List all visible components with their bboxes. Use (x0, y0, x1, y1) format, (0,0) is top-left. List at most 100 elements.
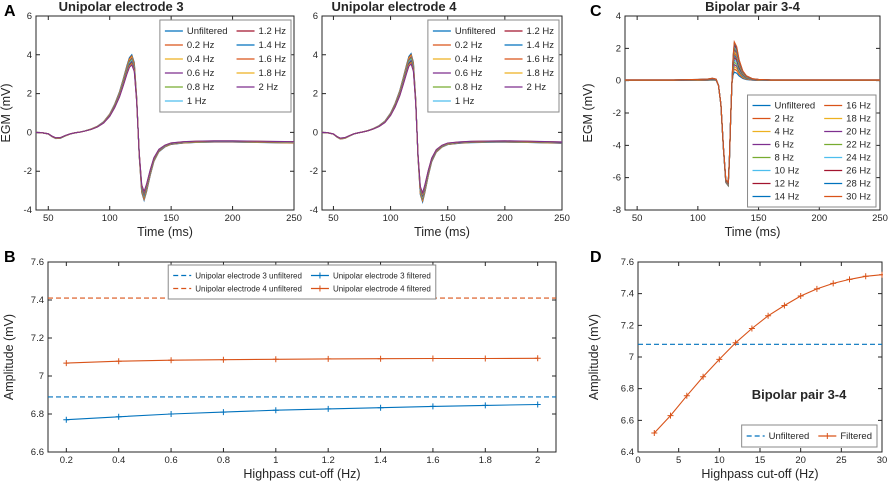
marker-plus-icon (429, 403, 436, 410)
marker-plus-icon (781, 302, 788, 309)
svg-text:6.6: 6.6 (31, 447, 44, 458)
legend-label: 14 Hz (775, 192, 800, 203)
chart-bipolar-3-4-egm: 50 100 150 200 250 -8 -6 -4 -2 0 2 4 Time (ms) EGM (m… (580, 0, 892, 248)
panel-label-b: B (4, 249, 16, 266)
legend-label: 1 Hz (187, 96, 207, 107)
legend-label: 0.4 Hz (455, 54, 483, 65)
legend-label: 1 Hz (455, 96, 475, 107)
legend-label: 2 Hz (259, 82, 279, 93)
marker-plus-icon (325, 355, 332, 362)
unipolar-4-egm-svg: 50 100 150 200 250 -4 -2 0 2 4 6 Time (ms) Unipolar … (310, 0, 570, 239)
series-unipolar-electrode-3-filtered (66, 403, 538, 421)
series-2-hz (35, 63, 295, 194)
svg-text:30: 30 (877, 455, 888, 466)
legend-label: 1.8 Hz (527, 68, 555, 79)
marker-plus-icon (862, 273, 869, 280)
tick-labels: 50 100 150 200 250 -8 -6 -4 -2 0 2 4 (613, 11, 888, 224)
chart-bipolar-amplitude: 0 5 10 15 20 25 30 6.4 6.6 6.8 7 7.2 7.4 7.6 Highpass … (580, 248, 892, 494)
marker-plus-icon (168, 357, 175, 364)
unipolar-3-egm-svg: 50 100 150 200 250 -4 -2 0 2 4 6 Time (ms) EGM (mV) U… (0, 0, 302, 239)
legend-label: Unfiltered (775, 101, 816, 112)
legend-label: 28 Hz (846, 179, 871, 190)
marker-plus-icon (482, 402, 489, 409)
legend-marker-plus-icon (316, 272, 323, 279)
svg-text:7.4: 7.4 (621, 289, 634, 300)
marker-plus-icon (534, 401, 541, 408)
legend-box (159, 19, 292, 113)
svg-text:1.6: 1.6 (426, 455, 439, 466)
svg-text:1.8: 1.8 (479, 455, 492, 466)
series-group (48, 297, 556, 423)
svg-text:0: 0 (313, 127, 318, 138)
marker-plus-icon (325, 405, 332, 412)
svg-text:7: 7 (39, 371, 44, 382)
legend-box (427, 19, 560, 113)
marker-plus-icon (732, 339, 739, 346)
svg-text:0.8: 0.8 (217, 455, 230, 466)
svg-text:200: 200 (225, 213, 241, 224)
series-group (625, 39, 880, 188)
legend-box (741, 424, 878, 448)
tick-labels: 0.2 0.4 0.6 0.8 1 1.2 1.4 1.6 1.8 2 6.6 6.8 7 7.2 7.4 7… (31, 257, 541, 466)
legend-label: 24 Hz (846, 153, 871, 164)
legend-label: Filtered (840, 431, 872, 442)
marker-plus-icon (220, 356, 227, 363)
svg-text:1.4: 1.4 (374, 455, 387, 466)
marker-plus-icon (429, 355, 436, 362)
axis-ticks (637, 261, 883, 453)
marker-plus-icon (830, 280, 837, 287)
legend-label: 18 Hz (846, 114, 871, 125)
legend: Unfiltered Filtered (741, 424, 878, 448)
legend-label: 2 Hz (775, 114, 795, 125)
legend-label: 1.4 Hz (527, 40, 555, 51)
legend-label: Unipolar electrode 3 unfiltered (195, 272, 302, 281)
legend-label: Unipolar electrode 3 filtered (333, 272, 431, 281)
svg-text:7.2: 7.2 (31, 333, 44, 344)
legend-marker-plus-icon (316, 285, 323, 292)
y-axis-label: Amplitude (mV) (2, 314, 16, 400)
legend-label: 6 Hz (775, 140, 795, 151)
legend-label: 0.2 Hz (187, 40, 215, 51)
marker-plus-icon (748, 325, 755, 332)
svg-text:200: 200 (497, 213, 513, 224)
svg-text:7: 7 (629, 352, 634, 363)
svg-text:-8: -8 (613, 205, 621, 216)
svg-text:4: 4 (313, 50, 318, 61)
marker-plus-icon (879, 271, 883, 278)
legend-label: 0.8 Hz (455, 82, 483, 93)
svg-text:20: 20 (795, 455, 806, 466)
legend-label: Unipolar electrode 4 unfiltered (195, 285, 302, 294)
marker-plus-icon (651, 430, 658, 436)
marker-plus-icon (813, 285, 820, 292)
marker-plus-icon (700, 373, 707, 380)
svg-text:50: 50 (43, 213, 54, 224)
panel-label-a: A (4, 3, 16, 20)
legend-label: 12 Hz (775, 179, 800, 190)
marker-plus-icon (377, 355, 384, 362)
legend-label: 2 Hz (527, 82, 547, 93)
y-axis-label: EGM (mV) (581, 83, 595, 142)
legend: Unfiltered 0.2 Hz 0.4 Hz 0.6 Hz 0.8 Hz 1 Hz 1.… (427, 19, 560, 113)
marker-plus-icon (667, 412, 674, 419)
series-group (321, 52, 563, 204)
svg-text:2: 2 (616, 43, 621, 54)
marker-plus-icon (168, 411, 175, 417)
legend-label: 20 Hz (846, 127, 871, 138)
tick-labels: 50 100 150 200 250 -4 -2 0 2 4 6 (24, 11, 302, 224)
chart-title: Unipolar electrode 3 (59, 0, 184, 14)
series-2-hz (321, 62, 563, 195)
legend-label: 16 Hz (846, 101, 871, 112)
chart-title: Unipolar electrode 4 (332, 0, 458, 14)
legend-label: Unipolar electrode 4 filtered (333, 285, 431, 294)
marker-plus-icon (63, 416, 70, 423)
y-axis-label: EGM (mV) (0, 83, 13, 142)
svg-text:50: 50 (328, 213, 339, 224)
marker-plus-icon (220, 409, 227, 416)
marker-plus-icon (115, 413, 122, 420)
marker-plus-icon (765, 312, 772, 319)
legend-label: 4 Hz (775, 127, 795, 138)
svg-text:5: 5 (676, 455, 681, 466)
marker-plus-icon (272, 356, 279, 363)
y-axis-label: Amplitude (mV) (587, 314, 601, 400)
